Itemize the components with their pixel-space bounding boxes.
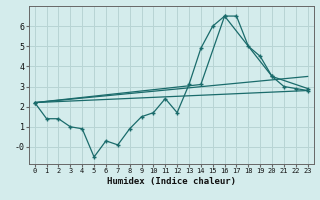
X-axis label: Humidex (Indice chaleur): Humidex (Indice chaleur) [107,177,236,186]
